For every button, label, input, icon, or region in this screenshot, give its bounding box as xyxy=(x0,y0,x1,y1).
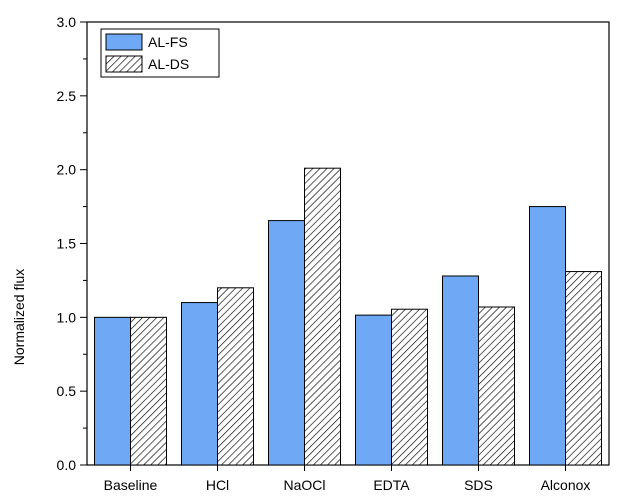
bar-al-fs-naocl xyxy=(268,220,305,466)
y-tick-label: 1.5 xyxy=(57,236,77,252)
x-tick-label: SDS xyxy=(464,477,493,493)
legend-label-al-fs: AL-FS xyxy=(148,34,188,50)
y-tick-label: 1.0 xyxy=(57,309,77,325)
x-axis-ticks: Baseline HCl NaOCl EDTA SDS Alconox xyxy=(104,465,591,493)
bar-al-ds-alconox xyxy=(565,271,602,466)
bar-al-fs-edta xyxy=(355,314,392,466)
y-tick-label: 2.0 xyxy=(57,162,77,178)
bar-al-ds-sds xyxy=(478,306,515,466)
legend-swatch-al-ds xyxy=(105,55,143,73)
y-axis-title: Normalized flux xyxy=(11,269,27,365)
y-axis-ticks: 0.0 0.5 1.0 1.5 2.0 2.5 3.0 xyxy=(57,14,87,473)
y-tick-label: 3.0 xyxy=(57,14,77,30)
bar-al-ds-naocl xyxy=(304,167,341,466)
bar-al-fs-baseline xyxy=(94,316,131,466)
legend-swatch-al-fs xyxy=(105,33,143,51)
x-tick-label: HCl xyxy=(206,477,229,493)
bar-al-ds-baseline xyxy=(130,316,167,466)
x-tick-label: Alconox xyxy=(541,477,591,493)
x-tick-label: NaOCl xyxy=(283,477,325,493)
y-tick-label: 0.0 xyxy=(57,457,77,473)
bar-al-ds-edta xyxy=(391,308,428,466)
x-tick-label: EDTA xyxy=(373,477,410,493)
legend-label-al-ds: AL-DS xyxy=(148,56,189,72)
bar-al-fs-hcl xyxy=(181,302,218,466)
bar-al-ds-hcl xyxy=(217,287,254,466)
y-tick-label: 0.5 xyxy=(57,383,77,399)
y-tick-label: 2.5 xyxy=(57,88,77,104)
bars-group xyxy=(94,167,602,466)
bar-al-fs-alconox xyxy=(529,206,566,466)
bar-al-fs-sds xyxy=(442,275,479,466)
x-tick-label: Baseline xyxy=(104,477,158,493)
legend: AL-FS AL-DS xyxy=(100,28,220,78)
